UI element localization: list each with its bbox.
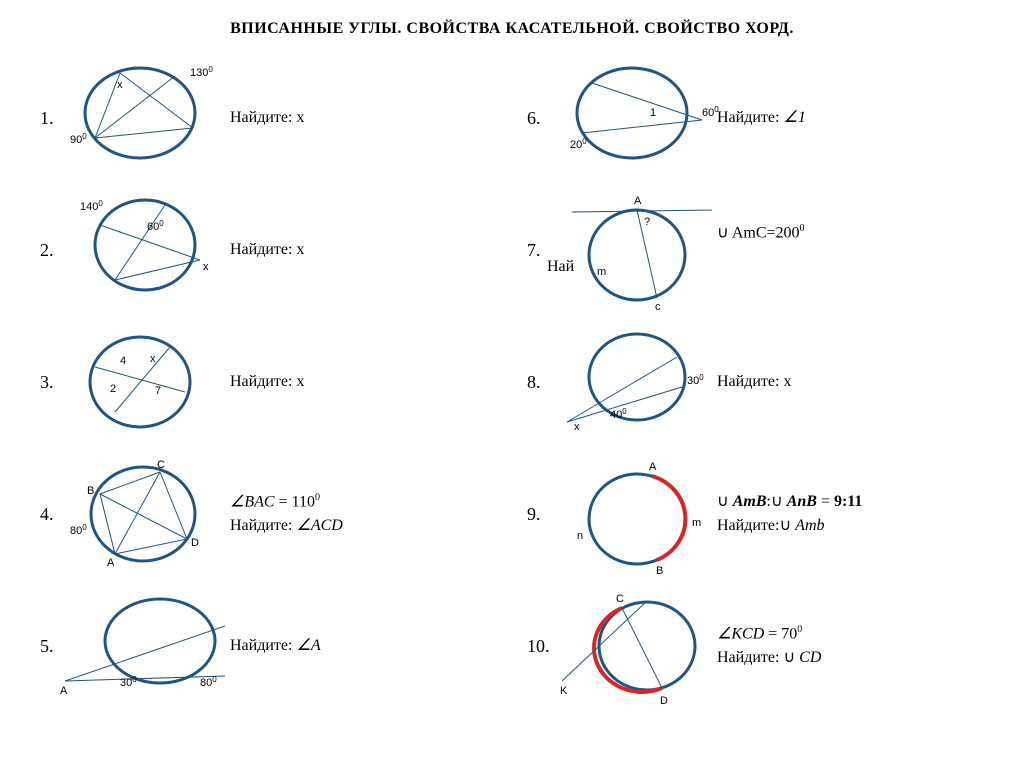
diagram-7: A ? m c bbox=[552, 190, 702, 310]
svg-text:x: x bbox=[203, 261, 209, 273]
svg-text:B: B bbox=[656, 565, 663, 577]
svg-text:x: x bbox=[150, 353, 156, 365]
task-text: ∠BAC = ∠BAC = 1101100 Найдите: ∠ACD bbox=[230, 490, 343, 538]
svg-text:800: 800 bbox=[70, 523, 87, 537]
diagram-1: x 900 1300 bbox=[65, 58, 215, 178]
problem-9: 9. A B m n ∪ AmB:∪ AnB = 9:11 Найдите:∪ … bbox=[527, 454, 984, 574]
problem-2: 2. 1400 600 x Найдите: x bbox=[40, 190, 497, 310]
problem-number: 9. bbox=[527, 504, 552, 525]
problem-1: 1. x 900 1300 Найдите: x bbox=[40, 58, 497, 178]
diagram-4: B C D A 800 bbox=[65, 454, 215, 574]
problem-8: 8. x 400 300 Найдите: x bbox=[527, 322, 984, 442]
problem-number: 8. bbox=[527, 372, 552, 393]
task-text: Найдите: ∠1 bbox=[717, 106, 806, 130]
svg-text:2: 2 bbox=[110, 383, 116, 395]
problems-container: 1. x 900 1300 Найдите: x 2. bbox=[40, 58, 984, 718]
left-column: 1. x 900 1300 Найдите: x 2. bbox=[40, 58, 497, 718]
task-text: Найдите: x bbox=[230, 370, 304, 394]
problem-number: 5. bbox=[40, 636, 65, 657]
svg-text:C: C bbox=[157, 459, 165, 471]
svg-text:200: 200 bbox=[570, 137, 587, 151]
problem-10: 10. C K D ∠KCD = 700 Найдите: ∪ CD bbox=[527, 586, 984, 706]
problem-number: 4. bbox=[40, 504, 65, 525]
svg-text:300: 300 bbox=[120, 675, 137, 689]
svg-text:1: 1 bbox=[650, 107, 656, 119]
svg-text:4: 4 bbox=[120, 355, 126, 367]
svg-text:K: K bbox=[560, 685, 568, 697]
problem-5: 5. A 300 800 Найдите: ∠A bbox=[40, 586, 497, 706]
svg-text:1400: 1400 bbox=[80, 199, 103, 213]
svg-text:A: A bbox=[634, 195, 642, 207]
problem-number: 10. bbox=[527, 636, 552, 657]
svg-text:A: A bbox=[107, 557, 115, 569]
page-title: ВПИСАННЫЕ УГЛЫ. СВОЙСТВА КАСАТЕЛЬНОЙ. СВ… bbox=[40, 20, 984, 38]
svg-text:D: D bbox=[191, 537, 199, 549]
task-text: Найдите: x bbox=[230, 238, 304, 262]
svg-text:c: c bbox=[655, 301, 661, 313]
diagram-5: A 300 800 bbox=[65, 586, 215, 706]
svg-text:C: C bbox=[616, 593, 624, 605]
diagram-6: 1 200 600 bbox=[552, 58, 702, 178]
svg-text:?: ? bbox=[644, 216, 650, 228]
svg-text:m: m bbox=[692, 517, 701, 529]
svg-text:m: m bbox=[597, 266, 606, 278]
task-text: Найдите: x bbox=[230, 106, 304, 130]
diagram-8: x 400 300 bbox=[552, 322, 702, 442]
svg-text:n: n bbox=[577, 530, 583, 542]
svg-text:300: 300 bbox=[687, 373, 704, 387]
svg-text:7: 7 bbox=[155, 385, 161, 397]
svg-text:900: 900 bbox=[70, 132, 87, 146]
svg-text:600: 600 bbox=[702, 105, 719, 119]
svg-text:1300: 1300 bbox=[190, 65, 213, 79]
svg-text:B: B bbox=[87, 485, 94, 497]
task-text: ∪ AmB:∪ AnB = 9:11 Найдите:∪ Amb bbox=[717, 490, 862, 538]
task-text: Найдите: x bbox=[717, 370, 791, 394]
problem-3: 3. 4 x 2 7 Найдите: x bbox=[40, 322, 497, 442]
problem-number: 1. bbox=[40, 108, 65, 129]
svg-text:A: A bbox=[649, 461, 657, 473]
problem-6: 6. 1 200 600 Найдите: ∠1 bbox=[527, 58, 984, 178]
problem-7: 7. A ? m c ∪ AmC=2000 Най bbox=[527, 190, 984, 310]
diagram-3: 4 x 2 7 bbox=[65, 322, 215, 442]
problem-number: 3. bbox=[40, 372, 65, 393]
diagram-2: 1400 600 x bbox=[65, 190, 215, 310]
svg-text:x: x bbox=[574, 421, 580, 433]
right-column: 6. 1 200 600 Найдите: ∠1 7. bbox=[527, 58, 984, 718]
task-text: ∪ AmC=2000 Най bbox=[717, 221, 805, 279]
problem-number: 6. bbox=[527, 108, 552, 129]
diagram-9: A B m n bbox=[552, 454, 702, 574]
task-text: Найдите: ∠A bbox=[230, 634, 321, 658]
svg-text:800: 800 bbox=[200, 675, 217, 689]
problem-4: 4. B C D A 800 ∠BAC = ∠BAC bbox=[40, 454, 497, 574]
problem-number: 2. bbox=[40, 240, 65, 261]
svg-text:A: A bbox=[60, 685, 68, 697]
svg-text:D: D bbox=[660, 695, 668, 707]
svg-text:600: 600 bbox=[147, 219, 164, 233]
svg-text:x: x bbox=[117, 79, 123, 91]
diagram-10: C K D bbox=[552, 586, 702, 706]
task-text: ∠KCD = 700 Найдите: ∪ CD bbox=[717, 622, 821, 670]
